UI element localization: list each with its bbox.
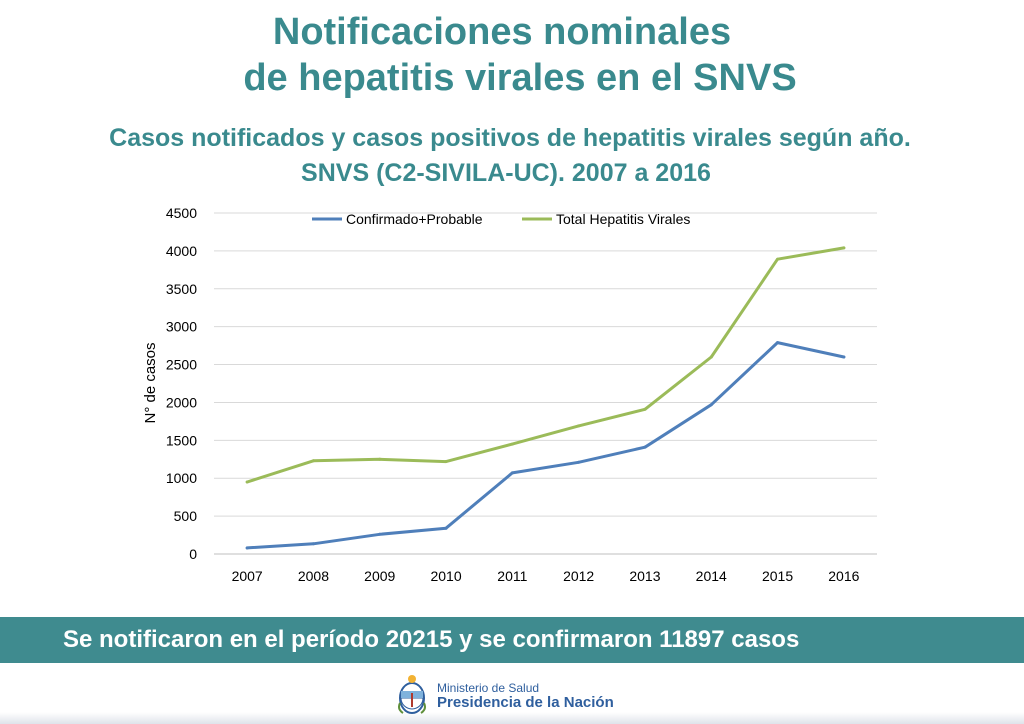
x-tick-label: 2009 (364, 568, 395, 584)
data-point (510, 442, 514, 446)
data-point (510, 471, 514, 475)
x-tick-label: 2013 (629, 568, 660, 584)
y-tick-label: 1500 (166, 432, 197, 448)
y-axis-label: N° de casos (142, 342, 159, 423)
series-line (245, 341, 846, 550)
summary-banner: Se notificaron en el período 20215 y se … (0, 617, 1024, 663)
data-point (776, 341, 780, 345)
series-lines (245, 246, 846, 550)
line-chart: 0 500 1000 1500 2000 2500 3000 3500 4000 4500 200… (142, 205, 877, 584)
data-point (709, 355, 713, 359)
x-tick-label: 2015 (762, 568, 793, 584)
gridlines (214, 212, 877, 555)
chart-subtitle-line1: Casos notificados y casos positivos de h… (109, 124, 911, 152)
data-point (776, 257, 780, 261)
chart-legend: Confirmado+Probable Total Hepatitis Viral… (312, 211, 690, 227)
data-point (378, 457, 382, 461)
x-tick-label: 2016 (828, 568, 859, 584)
y-tick-label: 2500 (166, 357, 197, 373)
series-line (245, 246, 846, 484)
data-point (311, 542, 315, 546)
presidency-label: Presidencia de la Nación (437, 694, 614, 711)
x-tick-label: 2012 (563, 568, 594, 584)
page-title-line1: Notificaciones nominales (272, 11, 732, 53)
x-tick-label: 2008 (298, 568, 329, 584)
ministry-label: Ministerio de Salud (437, 681, 540, 695)
data-point (245, 546, 249, 550)
data-point (577, 460, 581, 464)
data-point (709, 403, 713, 407)
data-point (378, 532, 382, 536)
coat-of-arms-icon (398, 675, 426, 714)
y-tick-label: 0 (189, 546, 197, 562)
y-tick-label: 3000 (166, 319, 197, 335)
data-point (842, 246, 846, 250)
y-tick-label: 2000 (166, 394, 197, 410)
chart-subtitle-line2: SNVS (C2-SIVILA-UC). 2007 a 2016 (301, 159, 711, 187)
data-point (842, 355, 846, 359)
data-point (643, 407, 647, 411)
data-point (444, 526, 448, 530)
y-tick-label: 1000 (166, 470, 197, 486)
legend-label: Total Hepatitis Virales (556, 211, 690, 227)
x-tick-label: 2010 (430, 568, 461, 584)
legend-label: Confirmado+Probable (346, 211, 483, 227)
y-tick-label: 4500 (166, 205, 197, 221)
y-axis-ticks: 0 500 1000 1500 2000 2500 3000 3500 4000 4500 (166, 205, 197, 562)
x-tick-label: 2007 (232, 568, 263, 584)
y-tick-label: 500 (174, 508, 198, 524)
data-point (577, 424, 581, 428)
page-title-line2: de hepatitis virales en el SNVS (243, 57, 797, 99)
x-tick-label: 2014 (696, 568, 727, 584)
data-point (245, 480, 249, 484)
summary-text: Se notificaron en el período 20215 y se … (63, 626, 800, 653)
y-tick-label: 3500 (166, 281, 197, 297)
data-point (444, 460, 448, 464)
x-tick-label: 2011 (497, 568, 527, 584)
data-point (311, 459, 315, 463)
data-point (643, 445, 647, 449)
footer: Ministerio de Salud Presidencia de la Na… (0, 665, 1024, 724)
y-tick-label: 4000 (166, 243, 197, 259)
x-axis-ticks: 2007 2008 2009 2010 2011 2012 2013 2014 2015 2016 (232, 568, 860, 584)
